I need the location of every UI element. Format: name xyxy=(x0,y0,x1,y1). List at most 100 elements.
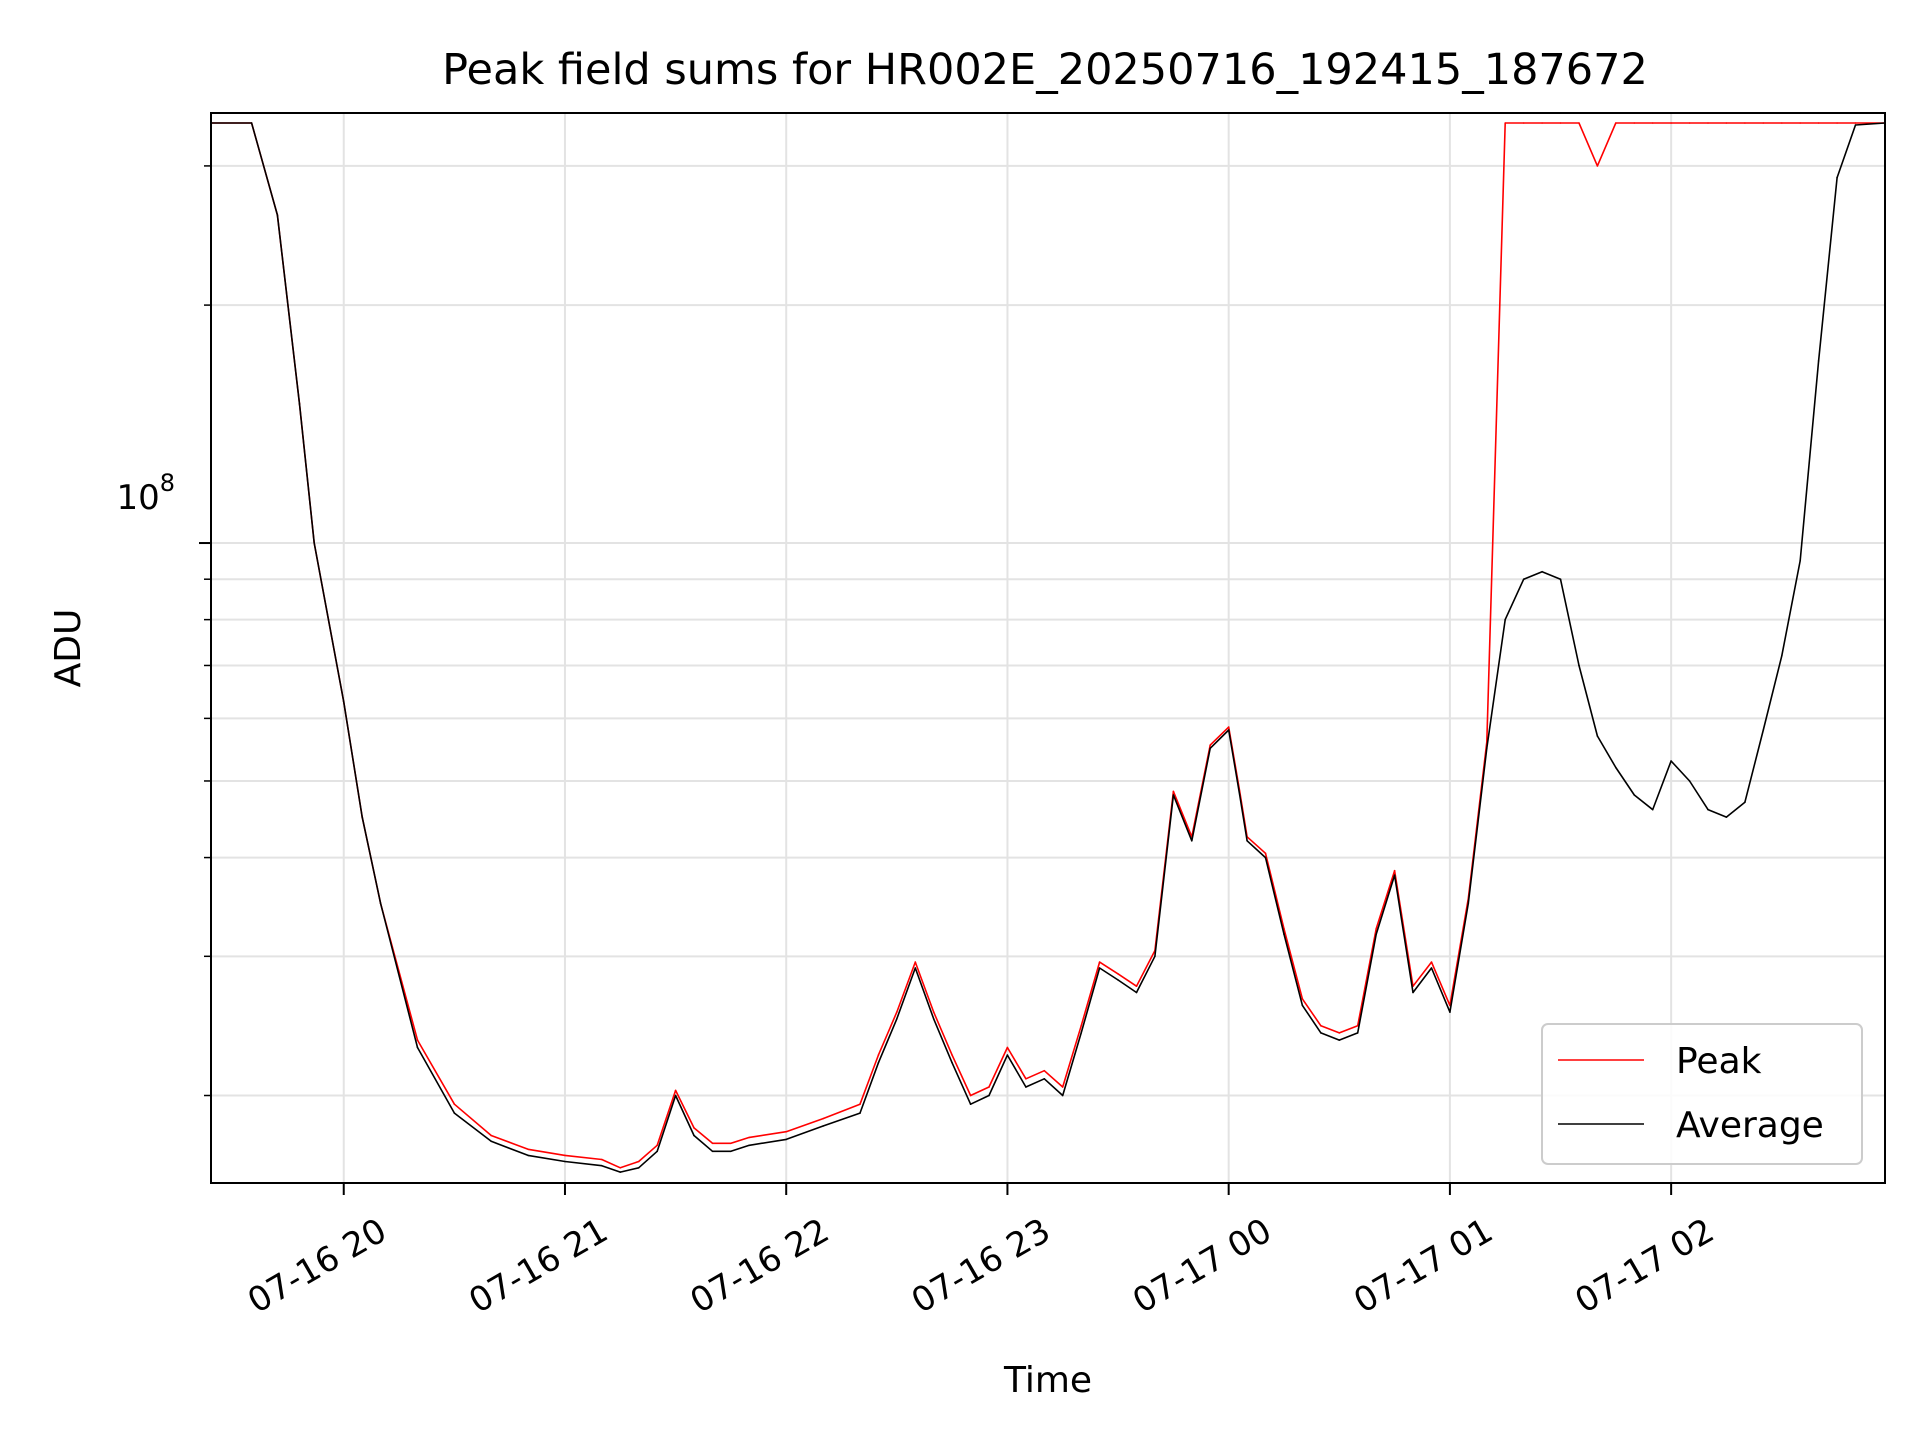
y-axis: 108 xyxy=(116,165,211,1097)
data-point-peak xyxy=(1522,122,1525,124)
data-point-peak xyxy=(1006,1046,1009,1049)
data-point-peak xyxy=(1578,122,1580,124)
y-tick-label-exponent: 8 xyxy=(160,469,175,497)
data-point-average xyxy=(490,1140,493,1143)
data-point-average xyxy=(1504,618,1506,621)
y-tick-label-1e8: 108 xyxy=(116,469,175,518)
data-point-peak xyxy=(1725,122,1728,124)
plot-background xyxy=(211,113,1885,1183)
data-point-average xyxy=(1338,1039,1341,1041)
data-point-peak xyxy=(1209,744,1211,746)
data-point-average xyxy=(1246,840,1248,842)
data-point-peak xyxy=(1559,122,1562,124)
plot-area xyxy=(210,112,1886,1184)
data-point-average xyxy=(1522,578,1525,580)
data-point-peak xyxy=(1836,122,1838,124)
data-point-peak xyxy=(877,1054,880,1056)
data-point-average xyxy=(637,1167,640,1169)
data-point-average xyxy=(619,1171,622,1173)
legend-box xyxy=(1541,1023,1863,1165)
data-point-peak xyxy=(416,1039,419,1041)
legend: Peak Average xyxy=(1541,1023,1863,1165)
data-point-peak xyxy=(656,1144,658,1147)
data-point-average xyxy=(1707,808,1709,811)
data-point-peak xyxy=(1799,122,1801,124)
data-point-average xyxy=(693,1134,695,1137)
data-point-average xyxy=(1541,570,1543,573)
data-point-average xyxy=(1467,902,1470,905)
data-point-peak xyxy=(1338,1032,1341,1034)
data-point-peak xyxy=(1375,928,1377,930)
data-point-average xyxy=(1356,1032,1359,1034)
data-point-peak xyxy=(1227,726,1230,728)
data-point-average xyxy=(1238,794,1241,796)
data-point-average xyxy=(1578,664,1580,667)
data-point-average xyxy=(342,700,345,703)
data-point-average xyxy=(298,403,301,405)
data-point-peak xyxy=(1504,122,1506,124)
data-point-average xyxy=(969,1103,972,1105)
data-point-average xyxy=(1430,967,1433,969)
data-point-peak xyxy=(951,1054,953,1056)
data-point-average xyxy=(1670,760,1672,762)
data-point-peak xyxy=(988,1086,990,1088)
data-point-average xyxy=(1320,1032,1322,1034)
data-point-average xyxy=(276,214,279,216)
data-point-average xyxy=(601,1164,603,1167)
data-point-average xyxy=(1006,1054,1009,1056)
data-point-average xyxy=(416,1046,419,1049)
data-point-peak xyxy=(932,1011,935,1013)
data-point-peak xyxy=(1596,165,1599,167)
data-point-peak xyxy=(1117,973,1119,975)
data-point-average xyxy=(822,1125,824,1127)
data-point-average xyxy=(711,1150,714,1153)
data-point-average xyxy=(1744,801,1746,803)
data-point-peak xyxy=(748,1136,751,1139)
data-point-average xyxy=(250,122,253,124)
data-point-peak xyxy=(1320,1025,1322,1027)
data-point-peak xyxy=(1762,122,1765,124)
data-point-average xyxy=(1486,747,1488,750)
x-axis-label: Time xyxy=(1003,1360,1092,1401)
data-point-peak xyxy=(1541,122,1543,124)
data-point-peak xyxy=(601,1158,603,1161)
data-point-peak xyxy=(693,1127,695,1129)
data-point-average xyxy=(1633,794,1636,796)
data-point-average xyxy=(730,1150,732,1153)
data-point-peak xyxy=(527,1148,529,1151)
data-point-average xyxy=(896,1018,898,1020)
data-point-average xyxy=(1191,840,1193,842)
data-point-average xyxy=(877,1062,880,1064)
data-point-average xyxy=(527,1154,529,1157)
data-point-average xyxy=(1781,655,1783,657)
data-point-peak xyxy=(1633,122,1636,124)
data-point-average xyxy=(1596,735,1599,737)
data-point-peak xyxy=(914,961,917,963)
plot-frame xyxy=(210,112,1886,1184)
data-point-peak xyxy=(730,1142,732,1145)
legend-label-average: Average xyxy=(1676,1105,1824,1146)
data-point-average xyxy=(914,967,917,969)
data-point-average xyxy=(1227,729,1230,731)
data-point-peak xyxy=(1061,1086,1064,1088)
data-point-average xyxy=(361,816,364,818)
data-point-average xyxy=(1449,1011,1451,1013)
data-point-peak xyxy=(1098,961,1101,963)
data-point-peak xyxy=(1744,122,1746,124)
data-point-peak xyxy=(1356,1025,1359,1027)
series-layer xyxy=(210,122,1886,1173)
data-point-peak xyxy=(1393,869,1396,872)
data-point-average xyxy=(1559,578,1562,580)
data-point-average xyxy=(1762,729,1765,731)
data-point-average xyxy=(932,1018,935,1020)
grid-layer xyxy=(211,113,1885,1183)
data-point-average xyxy=(1615,766,1617,769)
data-point-average xyxy=(1301,1004,1304,1007)
data-point-peak xyxy=(711,1142,714,1145)
data-point-average xyxy=(988,1094,990,1097)
data-point-average xyxy=(1854,124,1857,126)
data-point-peak xyxy=(674,1089,677,1092)
data-point-average xyxy=(1154,955,1156,958)
data-point-average xyxy=(1209,747,1211,750)
